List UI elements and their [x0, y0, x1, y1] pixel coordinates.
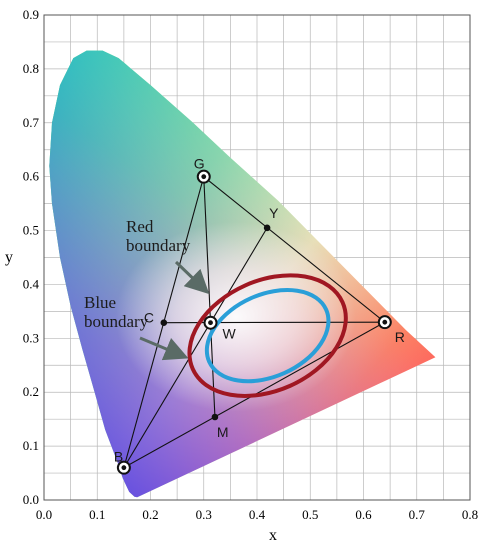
plot-frame	[43, 14, 471, 501]
point-M-label: M	[217, 424, 229, 440]
y-tick-label: 0.0	[23, 492, 39, 507]
annotation-1-arrow	[139, 336, 189, 361]
x-axis-title: x	[269, 527, 277, 544]
point-R-label: R	[395, 329, 405, 345]
blue-boundary-ellipse	[204, 288, 331, 384]
y-tick-label: 0.5	[23, 223, 39, 238]
point-W-label: W	[223, 326, 237, 342]
axes: 0.0 0.1 0.2 0.3 0.4 0.5 0.6 0.7 0.8 0.0 0.1 0.2 0.3 0…	[5, 7, 478, 544]
annotation-0-arrow	[174, 260, 210, 295]
y-tick-label: 0.8	[23, 61, 39, 76]
point-C-label: C	[144, 310, 154, 326]
point-W-center	[208, 320, 213, 326]
red-boundary-ellipse	[187, 273, 348, 398]
y-tick-label: 0.3	[23, 330, 39, 345]
edge-G-R	[203, 176, 386, 323]
x-tick-label: 0.5	[302, 507, 318, 522]
point-B-label: B	[114, 449, 123, 465]
x-tick-label: 0.1	[89, 507, 105, 522]
line-B-Y	[123, 227, 268, 468]
annotation-1-text: Blue boundary	[84, 293, 149, 331]
point-C-marker	[160, 319, 168, 327]
line-G-M	[203, 176, 216, 418]
y-tick-label: 0.2	[23, 384, 39, 399]
x-tick-label: 0.3	[196, 507, 212, 522]
annotation-0-text: Red boundary	[126, 217, 191, 255]
point-B-center	[121, 465, 127, 471]
y-tick-label: 0.6	[23, 169, 40, 184]
boundary-ellipses	[187, 273, 348, 398]
point-Y-marker	[263, 224, 271, 232]
point-Y-label: Y	[269, 205, 279, 221]
x-tick-label: 0.0	[36, 507, 52, 522]
point-G-label: G	[194, 156, 205, 172]
boundary-annotations: Red boundary Blue boundary	[84, 217, 210, 361]
y-tick-label: 0.4	[23, 276, 40, 291]
y-tick-label: 0.9	[23, 7, 39, 22]
point-R-center	[382, 319, 388, 325]
point-M-marker	[211, 413, 219, 421]
point-G-center	[201, 174, 207, 180]
x-tick-label: 0.7	[409, 507, 426, 522]
y-axis-title: y	[5, 249, 13, 266]
x-tick-label: 0.4	[249, 507, 266, 522]
x-tick-label: 0.8	[462, 507, 478, 522]
line-C-R	[163, 321, 385, 324]
y-tick-label: 0.7	[23, 115, 40, 130]
x-tick-label: 0.6	[355, 507, 372, 522]
chromaticity-points: G R B W Y C M	[114, 156, 405, 475]
x-tick-label: 0.2	[142, 507, 158, 522]
y-tick-label: 0.1	[23, 438, 39, 453]
white-point-glow	[115, 221, 356, 412]
